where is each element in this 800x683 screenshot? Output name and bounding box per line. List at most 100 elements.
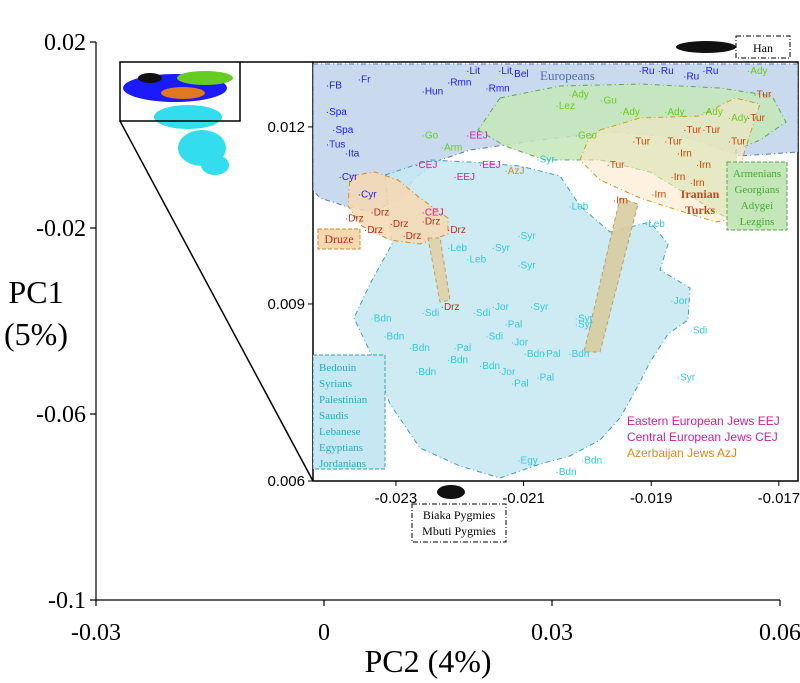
main-y-tick-label: 0.02 bbox=[44, 30, 86, 56]
inset-x-tick-label: -0.017 bbox=[758, 490, 800, 507]
inset-point-tur: ·Tur bbox=[683, 125, 702, 136]
inset-point-drz: ·Drz bbox=[402, 231, 421, 242]
region-label-adygei: Adygei bbox=[741, 200, 773, 212]
inset-point-lit: ·Lit bbox=[498, 66, 512, 77]
inset-point-bdn: ·Bdn bbox=[415, 367, 436, 378]
main-y-axis-label-line1: PC1 bbox=[8, 274, 63, 310]
region-druze-strip bbox=[427, 237, 451, 303]
inset-point-rmn: ·Rmn bbox=[447, 78, 471, 89]
inset-point-syr: ·Syr bbox=[530, 302, 549, 313]
inset-point-irn: ·Irn bbox=[677, 148, 692, 159]
inset-point-bdn: ·Bdn bbox=[556, 467, 577, 478]
pygmy-label-mbuti: Mbuti Pygmies bbox=[422, 524, 496, 538]
main-x-tick-label: 0.03 bbox=[531, 620, 573, 646]
inset-point-syr: ·Syr bbox=[575, 314, 594, 325]
inset-point-syr: ·Syr bbox=[517, 261, 536, 272]
region-label-saudis: Saudis bbox=[319, 410, 348, 422]
inset-point-cyr: ·Cyr bbox=[358, 190, 378, 201]
inset-point-syr: ·Syr bbox=[492, 243, 511, 254]
inset-regions: Europeans Druze Armenians Georgians Adyg… bbox=[313, 63, 798, 479]
inset-point-pal: ·Pal bbox=[504, 320, 522, 331]
inset-point-pal: ·Pal bbox=[453, 343, 471, 354]
region-label-syrians: Syrians bbox=[319, 378, 352, 390]
inset-point-azj: ·AzJ bbox=[504, 166, 524, 177]
cluster-blob-green bbox=[177, 71, 233, 85]
inset-point-leb: ·Leb bbox=[568, 202, 588, 213]
inset-point-tur: ·Tur bbox=[747, 113, 766, 124]
inset-point-eej: ·EEJ bbox=[453, 172, 475, 183]
inset-point-rmn: ·Rmn bbox=[485, 84, 509, 95]
main-x-tick-label: 0.06 bbox=[759, 620, 800, 646]
pygmy-cluster bbox=[437, 485, 465, 499]
inset-point-tur: ·Tur bbox=[632, 137, 651, 148]
near-east-label-box bbox=[313, 354, 386, 470]
inset-point-fr: ·Fr bbox=[358, 75, 371, 86]
inset-point-hun: ·Hun bbox=[421, 86, 443, 97]
inset-point-tur: ·Tur bbox=[607, 160, 626, 171]
inset-point-irn: ·Irn bbox=[613, 196, 628, 207]
inset-point-cej: ·CEJ bbox=[421, 207, 443, 218]
cluster-blob-cyan-1 bbox=[154, 105, 222, 129]
inset-point-ru: ·Ru bbox=[658, 66, 674, 77]
inset-point-tur: ·Tur bbox=[728, 137, 747, 148]
region-label-bedouin: Bedouin bbox=[319, 362, 357, 374]
cluster-blob-black bbox=[138, 73, 162, 83]
inset-point-pal: ·Pal bbox=[543, 349, 561, 360]
inset-point-tur: ·Tur bbox=[753, 89, 772, 100]
inset-point-sdi: ·Sdi bbox=[473, 308, 491, 319]
inset-point-tur: ·Tur bbox=[664, 137, 683, 148]
inset-y-tick-label: 0.006 bbox=[267, 473, 305, 490]
pygmy-label-box bbox=[411, 503, 507, 543]
inset-point-leb: ·Leb bbox=[466, 255, 486, 266]
pygmy-label-biaka: Biaka Pygmies bbox=[423, 508, 496, 522]
inset-point-ady: ·Ady bbox=[664, 107, 685, 118]
inset-point-syr: ·Syr bbox=[677, 373, 696, 384]
inset-point-ady: ·Ady bbox=[747, 66, 768, 77]
inset-point-irn: ·Irn bbox=[696, 160, 711, 171]
han-label-box bbox=[735, 35, 791, 59]
inset-point-lit: ·Lit bbox=[466, 66, 480, 77]
inset-x-tick-label: -0.021 bbox=[502, 490, 545, 507]
inset-point-cyr: ·Cyr bbox=[339, 172, 359, 183]
region-label-georgians: Georgians bbox=[734, 184, 779, 196]
inset-point-eej: ·EEJ bbox=[479, 160, 501, 171]
zoom-connector-bottom bbox=[119, 120, 314, 482]
inset-point-cej: ·CEJ bbox=[415, 160, 437, 171]
inset-y-tick-label: 0.012 bbox=[267, 119, 305, 136]
inset-point-sdi: ·Sdi bbox=[421, 308, 439, 319]
inset-point-spa: ·Spa bbox=[326, 107, 348, 118]
inset-x-tick-label: -0.023 bbox=[375, 490, 418, 507]
inset-point-drz: ·Drz bbox=[370, 207, 389, 218]
inset-point-bdn: ·Bdn bbox=[581, 455, 602, 466]
inset-point-leb: ·Leb bbox=[645, 219, 665, 230]
region-druze bbox=[347, 171, 449, 245]
inset-point-drz: ·Drz bbox=[345, 213, 364, 224]
inset-point-drz: ·Drz bbox=[441, 302, 460, 313]
main-y-tick-label: -0.06 bbox=[36, 402, 86, 428]
inset-y-tick-label: 0.009 bbox=[267, 296, 305, 313]
inset-point-irn: ·Irn bbox=[651, 190, 666, 201]
inset-point-fb: ·FB bbox=[326, 81, 342, 92]
inset-point-bdn: ·Bdn bbox=[568, 349, 589, 360]
inset-point-gu: ·Gu bbox=[600, 95, 617, 106]
inset-point-geo: ·Geo bbox=[575, 131, 598, 142]
region-label-turks: Turks bbox=[685, 203, 716, 217]
region-label-jordanians: Jordanians bbox=[319, 458, 366, 470]
inset-points: ·Lit ·Lit·Bel ·Ru ·Ru·Ru·Ru·Fr·FB ·Rmn·Rmn·H… bbox=[326, 66, 772, 478]
inset-point-go: ·Go bbox=[421, 131, 438, 142]
main-y-axis-label-line2: (5%) bbox=[4, 316, 68, 352]
inset-point-ady: ·Ady bbox=[728, 113, 749, 124]
main-y-tick-label: -0.02 bbox=[36, 216, 86, 242]
inset-point-jor: ·Jor bbox=[498, 367, 516, 378]
inset-point-ady: ·Ady bbox=[702, 107, 723, 118]
han-cluster bbox=[676, 41, 736, 53]
inset-point-jor: ·Jor bbox=[511, 337, 529, 348]
main-x-axis-label: PC2 (4%) bbox=[364, 643, 491, 679]
main-axes bbox=[95, 42, 780, 601]
main-ticks: -0.03 0 0.03 0.06 0.02 -0.02 -0.06 -0.1 bbox=[36, 30, 800, 646]
inset-panel: Europeans Druze Armenians Georgians Adyg… bbox=[267, 61, 800, 507]
region-label-iranian: Iranian bbox=[681, 187, 720, 201]
main-x-tick-label: 0 bbox=[318, 620, 330, 646]
main-y-tick-label: -0.1 bbox=[48, 588, 86, 614]
inset-point-bel: ·Bel bbox=[511, 69, 529, 80]
